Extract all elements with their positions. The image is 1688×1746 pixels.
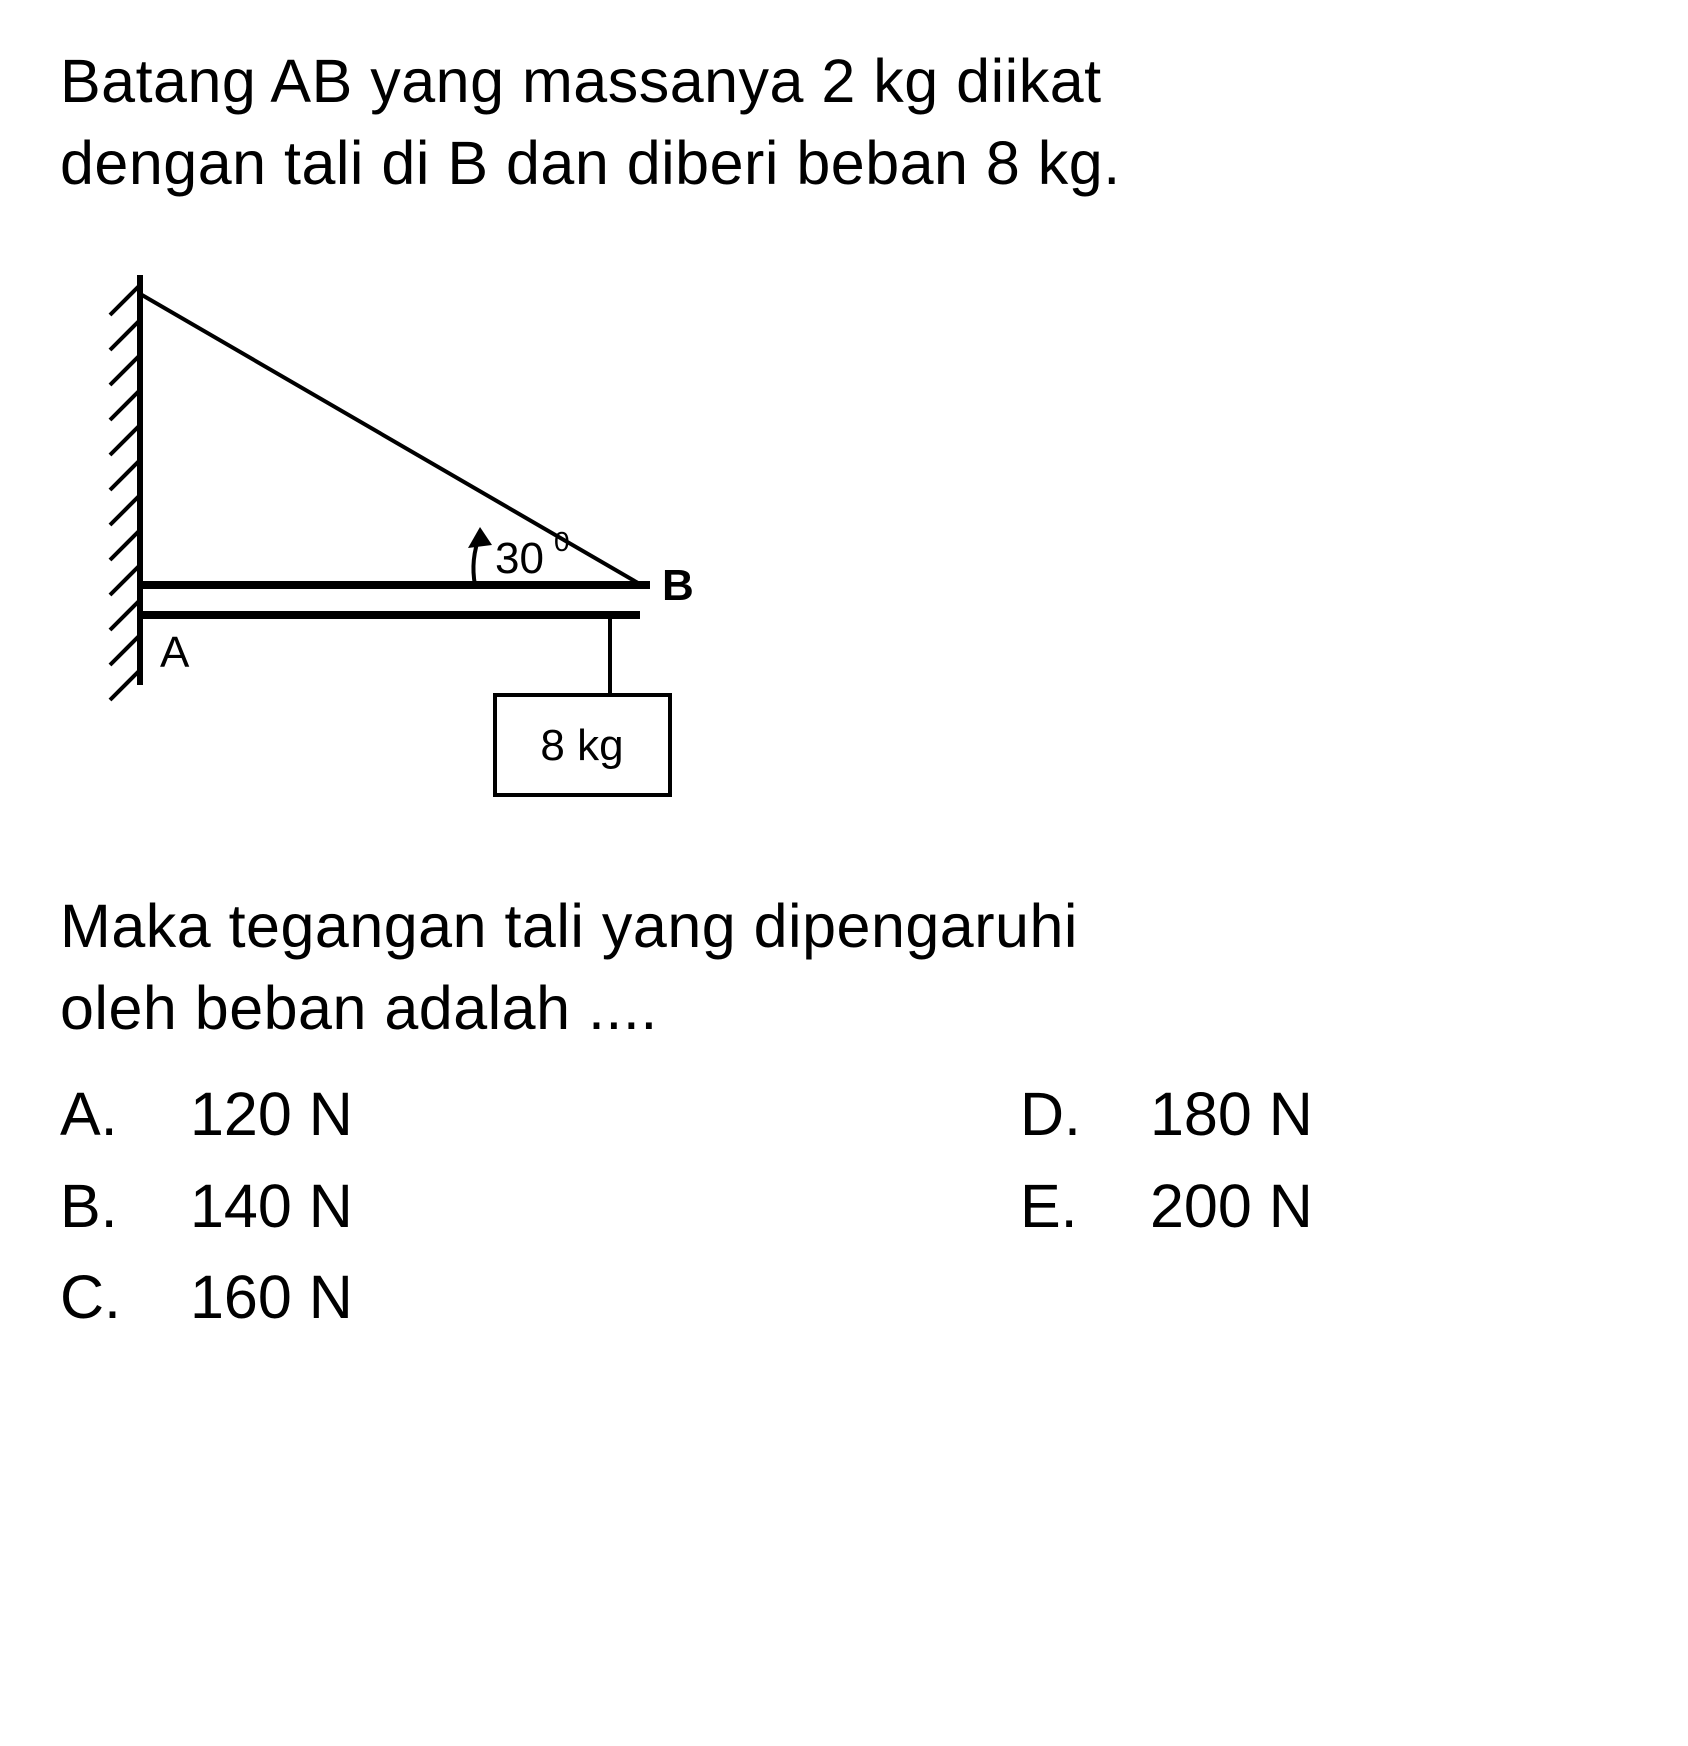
option-letter: D. [1020, 1069, 1150, 1161]
options-left-column: A. 120 N B. 140 N C. 160 N [60, 1069, 1020, 1344]
point-b-label: B [662, 561, 694, 610]
option-letter: A. [60, 1069, 190, 1161]
options-right-column: D. 180 N E. 200 N [1020, 1069, 1313, 1344]
point-a-label: A [160, 628, 190, 677]
option-value: 200 N [1150, 1161, 1313, 1253]
wall-hatching [110, 285, 140, 700]
option-value: 180 N [1150, 1069, 1313, 1161]
option-b: B. 140 N [60, 1161, 1020, 1253]
question-line-2: dengan tali di B dan diberi beban 8 kg. [60, 129, 1121, 197]
option-a: A. 120 N [60, 1069, 1020, 1161]
angle-arrowhead [468, 527, 492, 548]
option-e: E. 200 N [1020, 1161, 1313, 1253]
answer-options: A. 120 N B. 140 N C. 160 N D. 180 N E. 2… [60, 1069, 1628, 1344]
angle-degree: 0 [554, 526, 570, 557]
prompt-text: Maka tegangan tali yang dipengaruhi oleh… [60, 885, 1628, 1050]
option-letter: B. [60, 1161, 190, 1253]
load-label: 8 kg [540, 721, 623, 770]
prompt-line-2: oleh beban adalah .... [60, 974, 658, 1042]
option-value: 160 N [190, 1252, 353, 1344]
option-d: D. 180 N [1020, 1069, 1313, 1161]
option-letter: E. [1020, 1161, 1150, 1253]
question-text: Batang AB yang massanya 2 kg diikat deng… [60, 40, 1628, 205]
option-letter: C. [60, 1252, 190, 1344]
option-value: 120 N [190, 1069, 353, 1161]
option-c: C. 160 N [60, 1252, 1020, 1344]
option-value: 140 N [190, 1161, 353, 1253]
question-line-1: Batang AB yang massanya 2 kg diikat [60, 47, 1102, 115]
prompt-line-1: Maka tegangan tali yang dipengaruhi [60, 892, 1078, 960]
physics-diagram: 30 0 B A 8 kg [80, 255, 780, 815]
angle-value: 30 [495, 534, 544, 583]
